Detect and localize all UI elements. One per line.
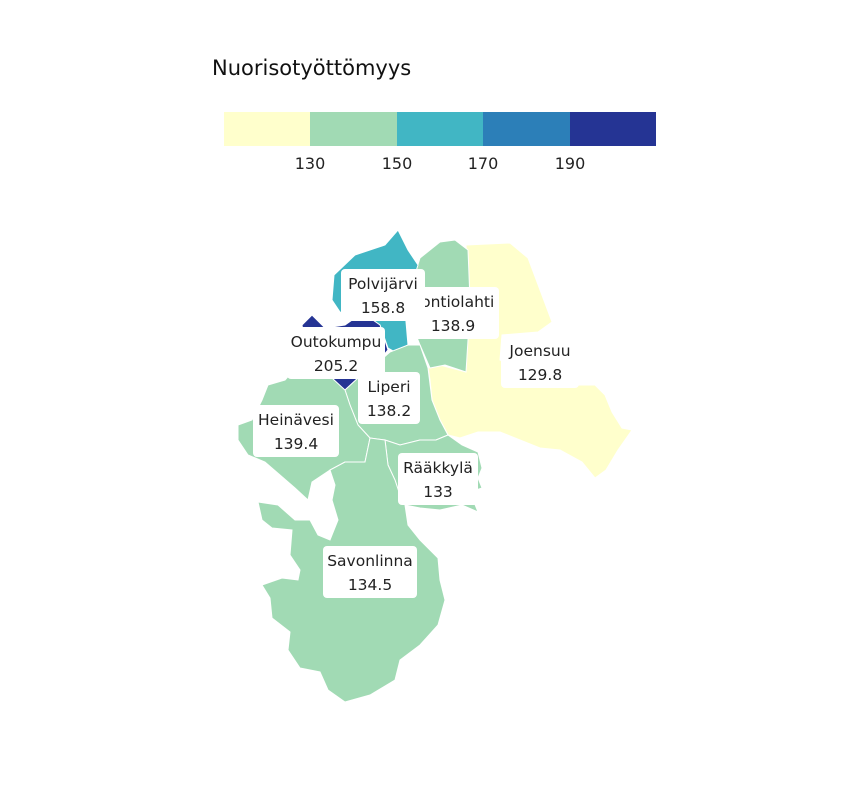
legend-tick-190: 190 (554, 154, 586, 173)
region-label-box (407, 287, 499, 339)
region-label: Rääkkylä 133 (398, 453, 478, 505)
region-label-box (398, 453, 478, 505)
legend-tick-130: 130 (294, 154, 326, 173)
region-label: Liperi 138.2 (358, 372, 420, 424)
legend-swatch-5 (569, 112, 657, 146)
region-value-label: 134.5 (348, 576, 392, 594)
region-name-label: Heinävesi (258, 411, 334, 429)
region-value-label: 139.4 (274, 435, 318, 453)
legend-swatch-3 (396, 112, 484, 146)
region-label: Savonlinna 134.5 (323, 546, 417, 598)
region-label: Kontiolahti 138.9 (407, 287, 499, 339)
region-label-box (253, 405, 339, 457)
legend-swatch-1 (224, 112, 311, 146)
legend-swatch-2 (310, 112, 397, 146)
region-value-label: 205.2 (314, 357, 358, 375)
region-name-label: Savonlinna (327, 552, 413, 570)
region-label-box (501, 336, 579, 388)
region-value-label: 129.8 (518, 366, 562, 384)
region-value-label: 133 (423, 483, 453, 501)
region-name-label: Joensuu (508, 342, 570, 360)
region-label: Heinävesi 139.4 (253, 405, 339, 457)
region-value-label: 158.8 (361, 299, 405, 317)
legend-tick-150: 150 (381, 154, 413, 173)
region-name-label: Outokumpu (291, 333, 382, 351)
region-name-label: Rääkkylä (403, 459, 473, 477)
region-name-label: Kontiolahti (412, 293, 495, 311)
region-label-box (287, 327, 385, 379)
region-label-box (323, 546, 417, 598)
region-name-label: Polvijärvi (348, 275, 418, 293)
legend-color-bar (224, 112, 657, 146)
region-label-box (341, 269, 425, 321)
region-label: Joensuu 129.8 (501, 336, 579, 388)
region-label: Polvijärvi 158.8 (341, 269, 425, 321)
legend-tick-170: 170 (467, 154, 499, 173)
region-value-label: 138.9 (431, 317, 475, 335)
legend-swatch-4 (483, 112, 570, 146)
region-name-label: Liperi (368, 378, 411, 396)
region-value-label: 138.2 (367, 402, 411, 420)
region-label: Outokumpu 205.2 (287, 327, 385, 379)
region-label-box (358, 372, 420, 424)
legend-title: Nuorisotyöttömyys (212, 56, 412, 80)
